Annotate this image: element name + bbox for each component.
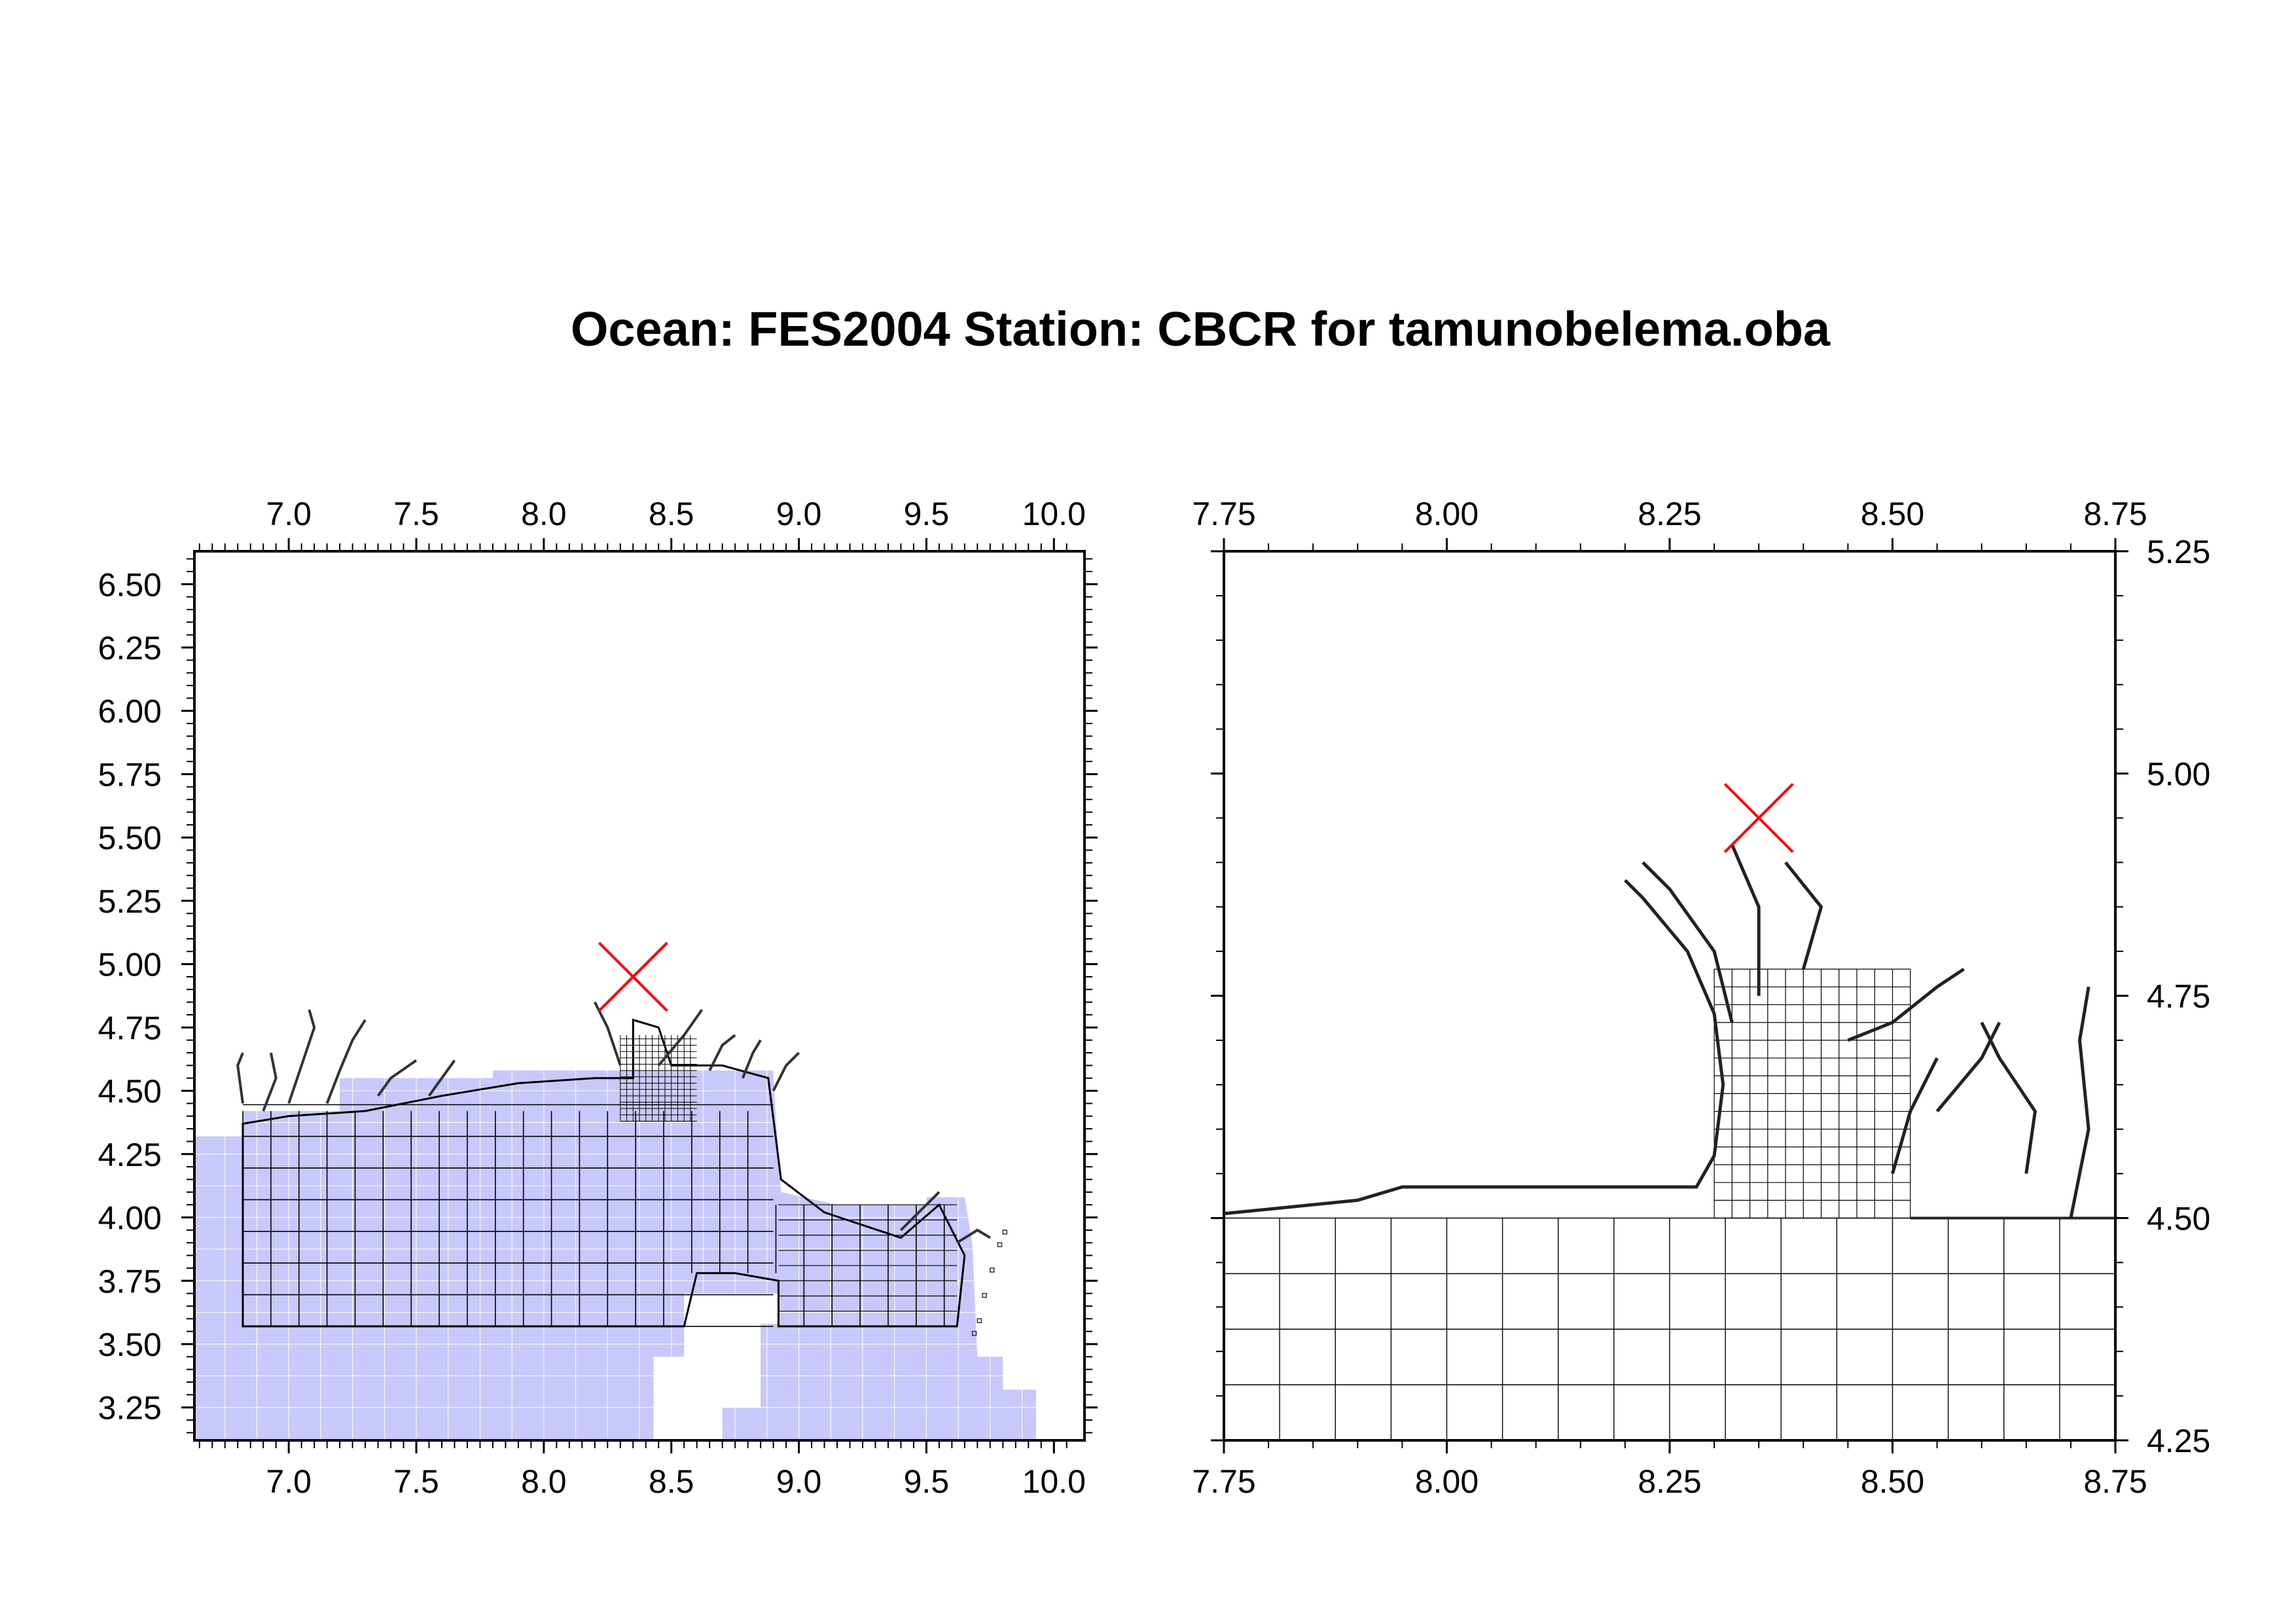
x-tick-label-bottom: 8.00: [1415, 1463, 1479, 1500]
coastal-mesh: [242, 1018, 966, 1328]
x-tick-label-bottom: 9.5: [904, 1463, 950, 1500]
zoom-map-panel: 7.75 7.75 8.00 8.00 8.25 8.25 8.50 8.50 8.75 8.75…: [1192, 496, 2210, 1500]
overview-map-panel: 7.0 7.0 7.5 7.5 8.0 8.0 8.5 8.5 9.0 9.0 9.5 9.5 10.0…: [98, 496, 1098, 1500]
x-tick-label-top: 9.5: [904, 496, 950, 532]
river-channel: [708, 1034, 736, 1071]
river-channel: [325, 1019, 367, 1104]
island-cell: [990, 1267, 995, 1273]
y-tick-label: 6.25: [98, 630, 162, 666]
zoom-station-marker-icon: [1723, 782, 1794, 853]
y-tick-label: 5.75: [98, 756, 162, 793]
x-tick-label-top: 8.5: [649, 496, 694, 532]
river-channel: [376, 1059, 418, 1097]
zoom-axes: 7.75 7.75 8.00 8.00 8.25 8.25 8.50 8.50 8.75 8.75…: [1192, 496, 2210, 1500]
station-marker-stroke: [1723, 782, 1794, 853]
river-channel: [899, 1191, 941, 1231]
river-channel: [657, 1009, 704, 1067]
x-tick-label-top: 8.0: [521, 496, 567, 532]
x-tick-label-top: 8.00: [1415, 496, 1479, 532]
zoom-coastal-mesh: [1224, 968, 2115, 1440]
y-tick-label: 4.50: [98, 1073, 162, 1110]
y-tick-label: 4.50: [2147, 1201, 2210, 1237]
y-tick-label: 6.00: [98, 693, 162, 730]
ocean-tidal-grid-shading: [194, 1065, 1054, 1440]
y-tick-label: 3.50: [98, 1326, 162, 1363]
y-tick-label: 6.50: [98, 566, 162, 603]
x-tick-label-top: 7.75: [1192, 496, 1255, 532]
x-tick-label-bottom: 8.5: [649, 1463, 694, 1500]
island-cell: [971, 1330, 977, 1336]
station-marker-icon: [598, 941, 668, 1012]
x-tick-label-bottom: 8.50: [1861, 1463, 1924, 1500]
river-channel: [1891, 1057, 1939, 1175]
y-tick-label: 5.00: [2147, 756, 2210, 793]
x-tick-label-bottom: 7.0: [266, 1463, 312, 1500]
river-channel: [262, 1052, 278, 1112]
coastline-rivers: [236, 1001, 1008, 1336]
y-tick-label: 5.00: [98, 947, 162, 983]
overview-axes: 7.0 7.0 7.5 7.5 8.0 8.0 8.5 8.5 9.0 9.0 9.5 9.5 10.0…: [98, 496, 1098, 1500]
x-tick-label-bottom: 8.75: [2083, 1463, 2147, 1500]
y-tick-label: 4.00: [98, 1200, 162, 1237]
x-tick-label-top: 8.75: [2083, 496, 2147, 532]
x-tick-label-top: 8.25: [1638, 496, 1701, 532]
river-channel: [741, 1039, 762, 1079]
river-channel: [1980, 1021, 2037, 1174]
ocean-region: [194, 1070, 1036, 1440]
zoom-coastline-rivers: [1224, 844, 2115, 1220]
river-channel: [594, 1001, 622, 1067]
map-frame: [193, 550, 1086, 1442]
y-tick-label: 4.75: [2147, 978, 2210, 1015]
y-tick-label: 4.25: [2147, 1423, 2210, 1459]
x-tick-label-top: 7.0: [266, 496, 312, 532]
y-tick-label: 4.25: [98, 1137, 162, 1173]
x-tick-label-top: 10.0: [1022, 496, 1086, 532]
river-channel: [287, 1009, 316, 1104]
river-channel: [427, 1059, 456, 1097]
y-tick-label: 3.25: [98, 1390, 162, 1427]
river-channel: [2069, 986, 2090, 1218]
x-tick-label-bottom: 8.25: [1638, 1463, 1701, 1500]
figure-title: Ocean: FES2004 Station: CBCR for tamunob…: [570, 302, 1831, 356]
island-cell: [997, 1242, 1003, 1247]
river-channel: [1784, 861, 1823, 970]
river-channel: [1847, 968, 1965, 1042]
y-tick-label: 5.25: [98, 883, 162, 920]
coastline: [1224, 879, 1725, 1216]
y-tick-label: 5.50: [98, 820, 162, 856]
x-tick-label-top: 9.0: [776, 496, 822, 532]
river-channel: [236, 1052, 244, 1104]
x-tick-label-bottom: 7.75: [1192, 1463, 1255, 1500]
x-tick-label-bottom: 8.0: [521, 1463, 567, 1500]
river-channel: [956, 1228, 991, 1244]
y-tick-label: 5.25: [2147, 534, 2210, 570]
river-channel: [1731, 844, 1761, 996]
x-tick-label-bottom: 7.5: [393, 1463, 439, 1500]
x-tick-label-bottom: 9.0: [776, 1463, 822, 1500]
river-channel: [1935, 1021, 2001, 1113]
island-cell: [1002, 1230, 1008, 1235]
x-tick-label-bottom: 10.0: [1022, 1463, 1086, 1500]
island-cell: [982, 1292, 987, 1298]
river-channel: [1641, 861, 1734, 1023]
y-tick-label: 4.75: [98, 1010, 162, 1046]
mesh-boundary: [242, 1018, 966, 1328]
river-channel: [772, 1051, 800, 1091]
x-tick-label-top: 8.50: [1861, 496, 1924, 532]
island-cell: [977, 1318, 982, 1324]
station-marker-stroke: [598, 941, 668, 1012]
x-tick-label-top: 7.5: [393, 496, 439, 532]
y-tick-label: 3.75: [98, 1263, 162, 1300]
